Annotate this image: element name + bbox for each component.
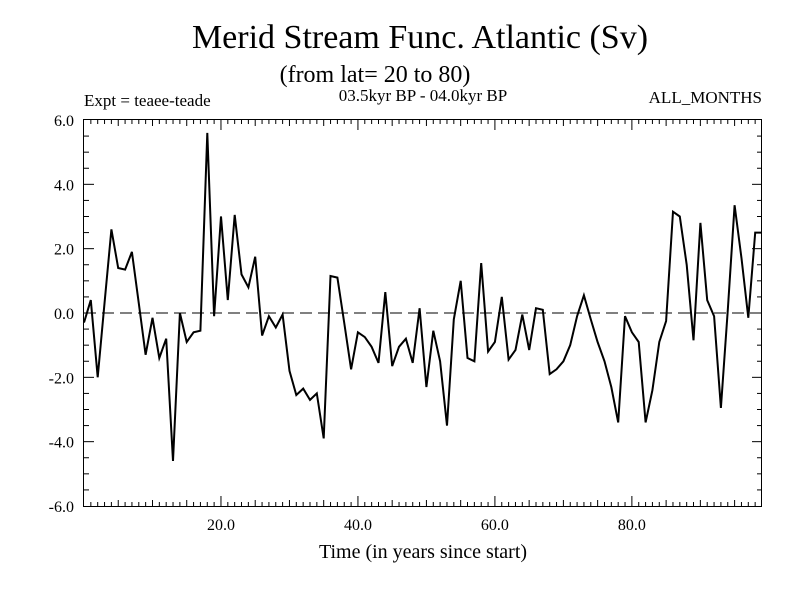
x-axis-label: Time (in years since start) — [319, 541, 527, 563]
plot-frame — [83, 119, 762, 507]
period-label: 03.5kyr BP - 04.0kyr BP — [339, 86, 507, 105]
series-layer — [83, 132, 762, 462]
x-tick-label: 80.0 — [618, 517, 646, 534]
y-tick-label: -6.0 — [49, 499, 74, 516]
chart-title: Merid Stream Func. Atlantic (Sv) — [192, 19, 648, 56]
y-tick-label: 2.0 — [54, 242, 74, 259]
y-tick-label: -4.0 — [49, 435, 74, 452]
y-tick-label: 0.0 — [54, 306, 74, 323]
experiment-label: Expt = teaee-teade — [84, 91, 211, 110]
x-tick-label: 60.0 — [481, 517, 509, 534]
x-tick-label: 40.0 — [344, 517, 372, 534]
y-tick-label: 6.0 — [54, 113, 74, 130]
y-tick-label: -2.0 — [49, 370, 74, 387]
axis-layer: 20.0 40.0 60.0 80.0 6.0 4.0 2.0 0.0 -2.0 -4.0 -6.0 — [49, 113, 762, 534]
x-tick-label: 20.0 — [207, 517, 235, 534]
series-line — [83, 132, 762, 462]
y-tick-label: 4.0 — [54, 177, 74, 194]
months-label: ALL_MONTHS — [649, 88, 762, 107]
chart-subtitle: (from lat= 20 to 80) — [280, 62, 471, 88]
